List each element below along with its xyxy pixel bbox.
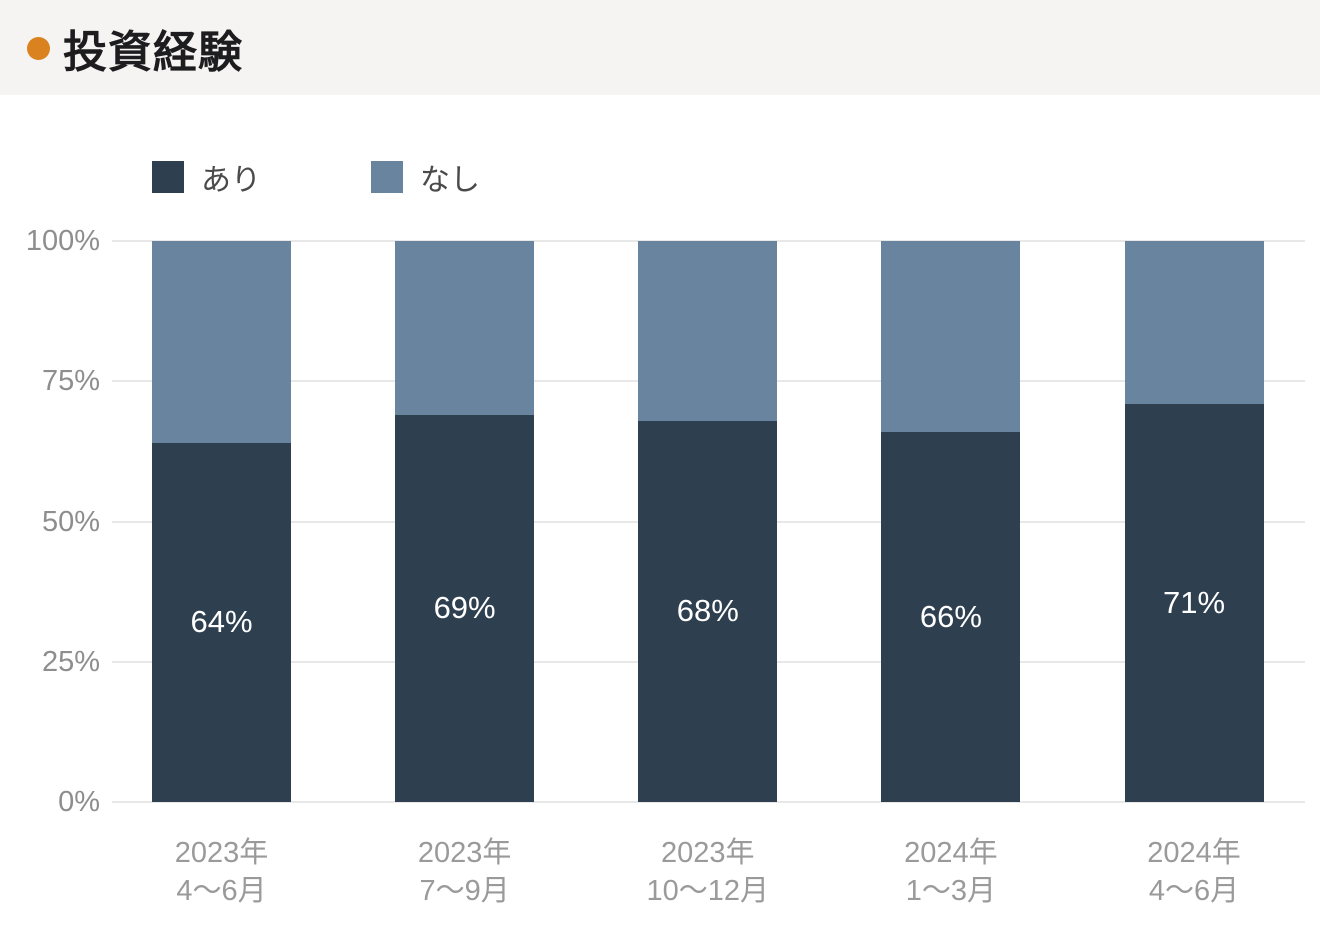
bar-column: 64% [152, 241, 291, 802]
bar-segment-ari: 69% [395, 414, 535, 802]
bar-segment-nashi [638, 241, 778, 421]
legend-label: あり [201, 164, 261, 197]
y-axis-tick-label: 0% [58, 786, 100, 818]
bar-value-label: 69% [433, 590, 496, 626]
x-axis-category-label: 2023年 4〜6月 [174, 837, 269, 907]
chart-legend: あり なし [152, 155, 480, 199]
legend-item-ari: あり [152, 155, 261, 199]
section-title: 投資経験 [63, 27, 243, 77]
bar-column: 69% [395, 241, 535, 802]
bar-segment-ari: 68% [638, 420, 778, 802]
bullet-icon [27, 37, 50, 60]
bar-segment-ari: 71% [1124, 403, 1264, 802]
x-axis-category-label: 2023年 10〜12月 [646, 837, 770, 907]
stacked-bar-chart: あり なし 64% 69% 68% 66% 71% 2023年 4〜6月 2023年 7〜9… [0, 95, 1320, 951]
bar-segment-ari: 64% [152, 442, 291, 802]
x-axis-category-label: 2024年 4〜6月 [1147, 837, 1241, 907]
y-axis-tick-label: 25% [41, 645, 100, 678]
legend-item-nashi: なし [371, 155, 480, 199]
bar-segment-nashi [1124, 241, 1264, 404]
legend-swatch-icon [152, 161, 184, 193]
bar-segment-ari: 66% [881, 431, 1021, 802]
y-axis-tick-label: 100% [25, 225, 100, 257]
legend-label: なし [420, 164, 480, 197]
bar-column: 71% [1124, 241, 1264, 802]
bar-column: 68% [638, 241, 778, 802]
gridline [112, 801, 1305, 803]
x-axis-category-label: 2023年 7〜9月 [417, 837, 512, 907]
bar-value-label: 68% [676, 593, 739, 629]
section-header: 投資経験 [0, 0, 1320, 95]
bar-column: 66% [881, 241, 1021, 802]
y-axis-tick-label: 50% [41, 505, 100, 538]
legend-swatch-icon [371, 161, 403, 193]
bar-segment-nashi [395, 241, 535, 415]
bar-segment-nashi [152, 241, 291, 443]
bar-value-label: 64% [190, 604, 253, 640]
bar-value-label: 71% [1162, 584, 1226, 620]
bar-segment-nashi [881, 241, 1021, 432]
plot-area: 64% 69% 68% 66% 71% [112, 240, 1305, 803]
x-axis-category-label: 2024年 1〜3月 [904, 837, 998, 907]
bar-value-label: 66% [919, 598, 982, 634]
y-axis-tick-label: 75% [41, 365, 100, 398]
